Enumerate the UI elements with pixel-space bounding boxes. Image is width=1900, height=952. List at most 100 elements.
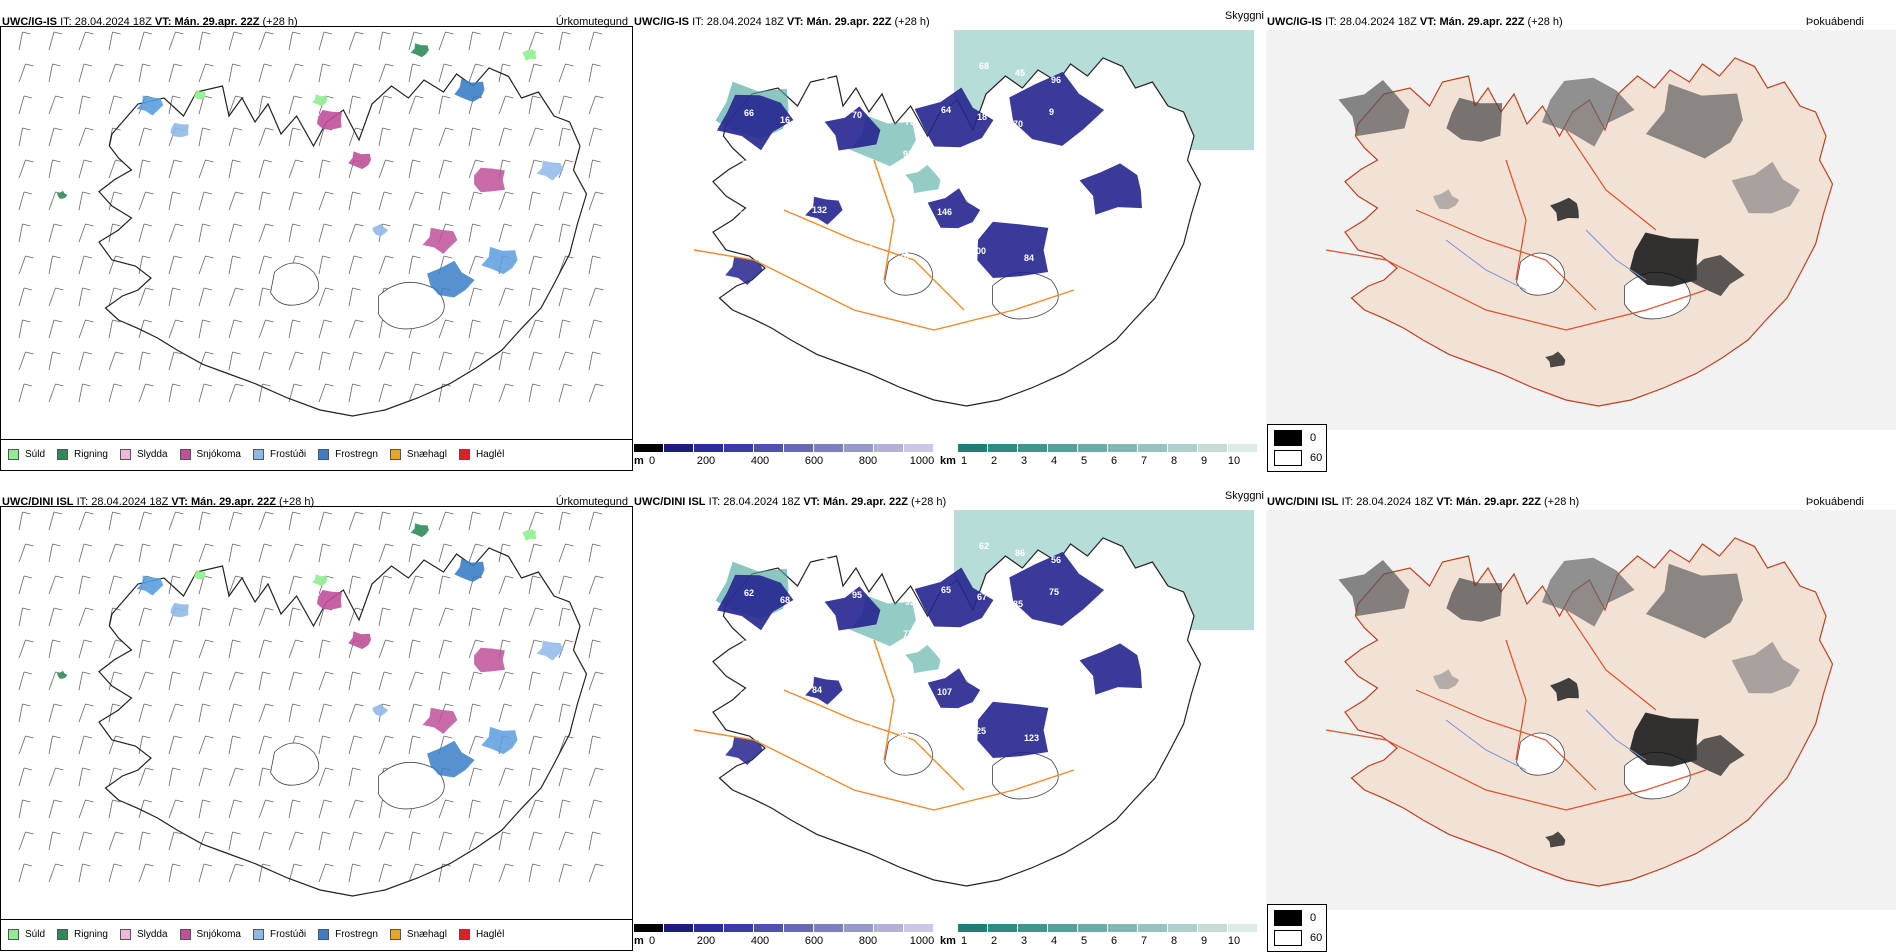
height-value-label: 34: [738, 242, 748, 252]
precip-legend-item: Haglél: [458, 449, 504, 460]
model-name: UWC/IG-IS: [2, 16, 57, 28]
height-value-label: 96: [1051, 75, 1061, 85]
precip-panel-header: UWC/DINI ISL IT: 28.04.2024 18Z VT: Mán.…: [2, 496, 314, 508]
precip-legend-swatch: [252, 929, 264, 940]
precip-legend-item: Rigning: [57, 449, 108, 460]
vt-value: Mán. 29.apr. 22Z: [822, 496, 908, 508]
height-colorbar: [634, 444, 934, 452]
height-value-label: 103: [742, 639, 757, 649]
fog-map: [1266, 510, 1896, 910]
height-value-label: 84: [1024, 253, 1034, 263]
visibility-unit: km: [940, 455, 956, 467]
visibility-unit: km: [940, 935, 956, 947]
height-value-label: 132: [812, 205, 827, 215]
precip-legend-label: Slydda: [136, 449, 168, 460]
vt-value: Mán. 29.apr. 22Z: [1439, 16, 1525, 28]
precip-legend-swatch: [389, 449, 401, 460]
fog-panel-header: UWC/IG-IS IT: 28.04.2024 18Z VT: Mán. 29…: [1267, 16, 1563, 28]
it-value: 28.04.2024 18Z: [74, 16, 152, 28]
visibility-tick: 5: [1080, 935, 1088, 947]
height-value-label: 86: [742, 159, 752, 169]
visibility-tick: 8: [1170, 455, 1178, 467]
height-value-label: 77: [903, 629, 913, 639]
height-value-label: 85: [810, 717, 820, 727]
visibility-tick: 2: [990, 455, 998, 467]
height-value-label: 133: [1011, 631, 1026, 641]
fog-panel-header: UWC/DINI ISL IT: 28.04.2024 18Z VT: Mán.…: [1267, 496, 1579, 508]
precip-legend-label: Haglél: [475, 929, 505, 940]
height-tick: 0: [648, 935, 656, 947]
vt-value: Mán. 29.apr. 22Z: [1455, 496, 1541, 508]
height-value-label: 85: [1062, 689, 1072, 699]
fog-legend: 0 60: [1267, 904, 1327, 952]
height-value-label: 70: [778, 627, 788, 637]
precip-legend-label: Rigning: [74, 449, 108, 460]
height-value-label: 51: [865, 673, 875, 683]
precip-legend-swatch: [8, 929, 19, 940]
precip-legend-item: Súld: [8, 449, 45, 460]
visibility-ticks: 1 2 3 4 5 6 7 8 9 10: [960, 935, 1254, 949]
height-value-label: 123: [1024, 733, 1039, 743]
precip-legend-swatch: [57, 929, 69, 940]
visibility-panel-header: UWC/IG-IS IT: 28.04.2024 18Z VT: Mán. 29…: [634, 16, 930, 28]
lead-time: (+28 h): [279, 496, 315, 508]
height-value-label: 68: [979, 61, 989, 71]
it-value: 28.04.2024 18Z: [723, 496, 801, 508]
height-value-label: 125: [971, 726, 986, 736]
visibility-tick: 7: [1140, 935, 1148, 947]
fog-legend-item: 0: [1274, 430, 1316, 446]
it-label: IT:: [708, 496, 721, 508]
height-value-label: 95: [852, 590, 862, 600]
precip-legend-swatch: [179, 449, 191, 460]
height-value-label: 71: [943, 553, 953, 563]
precip-legend: Súld Rigning Slydda Snjókoma Frostúði Fr…: [8, 449, 516, 460]
it-label: IT:: [1341, 496, 1354, 508]
height-ticks: 0 200 400 600 800 1000: [649, 455, 940, 469]
height-value-label: 150: [1060, 241, 1075, 251]
height-value-label: 62: [979, 541, 989, 551]
height-value-label: 75: [1011, 151, 1021, 161]
height-value-label: 102: [814, 154, 829, 164]
height-value-label: 82: [897, 763, 907, 773]
model-name: UWC/DINI ISL: [2, 496, 74, 508]
visibility-tick: 4: [1050, 935, 1058, 947]
height-value-label: 79: [865, 193, 875, 203]
it-label: IT:: [60, 16, 72, 28]
visibility-tick: 1: [960, 935, 968, 947]
height-value-label: 70: [852, 110, 862, 120]
height-value-label: 76: [905, 117, 915, 127]
height-value-label: 84: [812, 685, 822, 695]
visibility-tick: 9: [1200, 455, 1208, 467]
visibility-tick: 1: [960, 455, 968, 467]
visibility-tick: 4: [1050, 455, 1058, 467]
precip-map: [18, 31, 604, 440]
visibility-panel: UWC/DINI ISL IT: 28.04.2024 18Z VT: Mán.…: [634, 490, 1266, 952]
height-value-label: 76: [899, 251, 909, 261]
precip-legend-label: Snjókoma: [196, 929, 241, 940]
visibility-tick: 9: [1200, 935, 1208, 947]
vt-value: Mán. 29.apr. 22Z: [174, 16, 260, 28]
precip-legend-label: Rigning: [74, 929, 108, 940]
height-value-label: 248: [1062, 209, 1077, 219]
height-value-label: 46: [863, 244, 873, 254]
lead-time: (+28 h): [1527, 16, 1563, 28]
height-value-label: 198: [975, 643, 990, 653]
height-value-label: 84: [740, 210, 750, 220]
visibility-tick: 2: [990, 935, 998, 947]
precip-panel-title: Úrkomutegund: [555, 16, 628, 28]
height-unit: m: [634, 935, 644, 947]
height-value-label: 382: [782, 544, 797, 554]
precip-legend-item: Haglél: [458, 929, 505, 940]
precip-legend-item: Súld: [8, 929, 45, 940]
height-tick: 200: [696, 935, 716, 947]
visibility-tick: 7: [1140, 455, 1148, 467]
precip-legend-label: Súld: [25, 929, 46, 940]
visibility-tick: 10: [1227, 455, 1241, 467]
precip-legend-label: Slydda: [136, 929, 168, 940]
height-tick: 400: [750, 455, 770, 467]
visibility-colorbar: [958, 924, 1258, 932]
visibility-tick: 5: [1080, 455, 1088, 467]
fog-legend-swatch: [1274, 430, 1302, 446]
precip-legend-item: Frostregn: [318, 929, 378, 940]
fog-legend-item: 60: [1274, 930, 1322, 946]
